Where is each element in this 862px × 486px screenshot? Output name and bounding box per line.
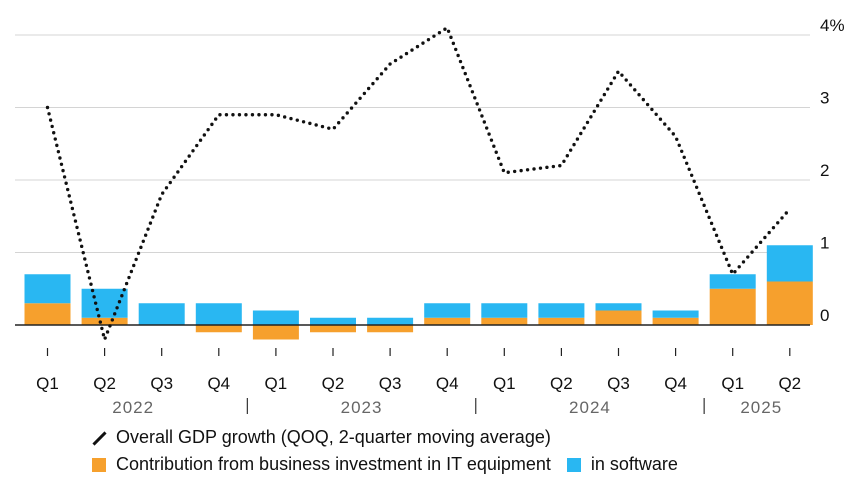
bar-software xyxy=(766,245,813,282)
legend-item-gdp: Overall GDP growth (QOQ, 2-quarter movin… xyxy=(92,424,551,451)
bar-software xyxy=(367,317,414,325)
y-tick-label: 0 xyxy=(820,306,829,325)
x-tick-label: Q4 xyxy=(207,374,230,393)
legend-label-gdp: Overall GDP growth (QOQ, 2-quarter movin… xyxy=(116,427,551,447)
bar-software xyxy=(252,310,299,325)
year-label: 2023 xyxy=(341,398,383,417)
bar-it-equipment xyxy=(538,317,585,325)
chart-svg: 4% 3 2 1 0 Q1 Q2 Q3 Q4 Q1 Q2 Q3 Q4 Q1 Q2 Q3 Q4 Q1 Q2 2022… xyxy=(15,16,845,417)
year-label: 2025 xyxy=(740,398,782,417)
bar-software xyxy=(81,288,128,318)
y-tick-label: 3 xyxy=(820,89,829,108)
legend-row-bars: Contribution from business investment in… xyxy=(92,451,694,478)
x-tick-label: Q1 xyxy=(36,374,59,393)
y-tick-label: 2 xyxy=(820,161,829,180)
bar-it-equipment xyxy=(424,317,471,325)
bar-it-equipment xyxy=(367,325,414,333)
blue-swatch-icon xyxy=(566,457,581,472)
bar-software xyxy=(138,303,185,325)
x-tick-label: Q3 xyxy=(379,374,402,393)
bar-it-equipment xyxy=(652,317,699,325)
x-tick-label: Q1 xyxy=(493,374,516,393)
year-label: 2022 xyxy=(112,398,154,417)
y-tick-label: 4% xyxy=(820,16,845,35)
x-tick-label: Q2 xyxy=(550,374,573,393)
x-tick-label: Q4 xyxy=(436,374,459,393)
x-tick-labels: Q1 Q2 Q3 Q4 Q1 Q2 Q3 Q4 Q1 Q2 Q3 Q4 Q1 Q2 xyxy=(36,348,801,393)
bar-it-equipment xyxy=(481,317,528,325)
x-tick-label: Q2 xyxy=(778,374,801,393)
legend-item-software: in software xyxy=(566,451,678,478)
bar-software xyxy=(709,274,756,289)
bar-it-equipment xyxy=(81,317,128,325)
bar-software xyxy=(652,310,699,318)
bar-it-equipment xyxy=(310,325,356,333)
legend-row-line: Overall GDP growth (QOQ, 2-quarter movin… xyxy=(92,424,694,451)
x-tick-label: Q4 xyxy=(664,374,687,393)
orange-swatch-icon xyxy=(92,457,106,472)
bar-software xyxy=(310,317,356,325)
x-tick-label: Q1 xyxy=(265,374,288,393)
line-key-icon xyxy=(92,431,106,445)
x-tick-label: Q1 xyxy=(721,374,744,393)
bar-it-equipment xyxy=(195,325,242,333)
x-tick-label: Q2 xyxy=(322,374,345,393)
bar-software xyxy=(538,303,585,318)
bar-software xyxy=(24,274,71,304)
bar-it-equipment xyxy=(595,310,642,325)
bars xyxy=(24,245,813,340)
legend: Overall GDP growth (QOQ, 2-quarter movin… xyxy=(92,424,694,478)
bar-software xyxy=(595,303,642,311)
bar-software xyxy=(424,303,471,318)
bar-it-equipment xyxy=(766,281,813,325)
bar-software xyxy=(195,303,242,325)
y-tick-label: 1 xyxy=(820,234,829,253)
bar-it-equipment xyxy=(24,303,71,325)
legend-item-equipment: Contribution from business investment in… xyxy=(92,451,551,478)
x-tick-label: Q2 xyxy=(93,374,116,393)
legend-label-software: in software xyxy=(590,454,678,474)
bar-it-equipment xyxy=(709,288,756,325)
x-tick-label: Q3 xyxy=(607,374,630,393)
year-labels: 2022 2023 2024 2025 xyxy=(112,398,782,417)
y-tick-labels: 4% 3 2 1 0 xyxy=(820,16,845,325)
legend-label-equipment: Contribution from business investment in… xyxy=(116,454,551,474)
gdp-line xyxy=(45,26,792,342)
x-tick-label: Q3 xyxy=(150,374,173,393)
bar-software xyxy=(481,303,528,318)
year-label: 2024 xyxy=(569,398,611,417)
gridlines xyxy=(15,34,810,253)
gdp-growth-line xyxy=(45,26,792,342)
bar-it-equipment xyxy=(252,325,299,340)
